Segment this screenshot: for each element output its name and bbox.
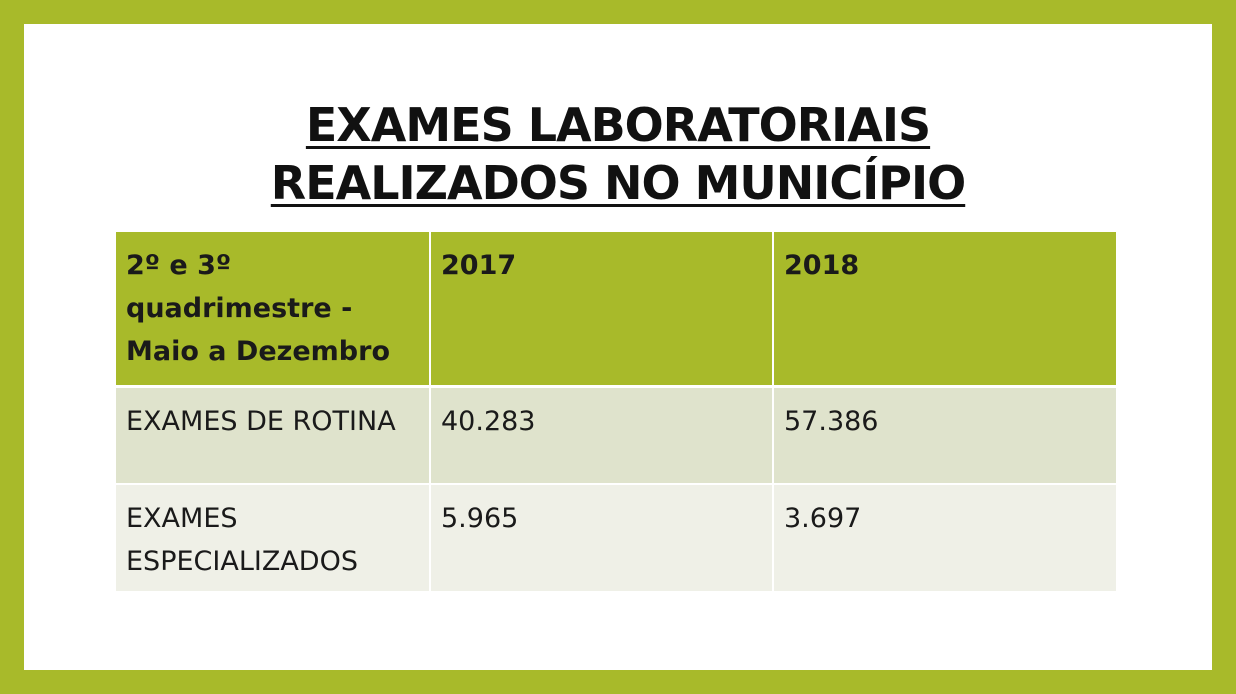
table-row: EXAMES ESPECIALIZADOS 5.965 3.697 [116,484,1116,593]
slide: EXAMES LABORATORIAIS REALIZADOS NO MUNIC… [24,24,1212,670]
title-line-2: REALIZADOS NO MUNICÍPIO [270,156,966,210]
slide-title: EXAMES LABORATORIAIS REALIZADOS NO MUNIC… [24,96,1212,212]
header-year-2018: 2018 [773,232,1116,388]
header-period: 2º e 3º quadrimestre - Maio a Dezembro [116,232,431,388]
table-row: EXAMES DE ROTINA 40.283 57.386 [116,386,1116,485]
header-year-2017: 2017 [430,232,774,388]
title-line-1: EXAMES LABORATORIAIS [305,98,931,152]
cell-2018: 57.386 [773,386,1116,485]
table-header-row: 2º e 3º quadrimestre - Maio a Dezembro 2… [116,232,1116,388]
row-label: EXAMES DE ROTINA [116,386,431,485]
row-label: EXAMES ESPECIALIZADOS [116,484,431,593]
exams-table: 2º e 3º quadrimestre - Maio a Dezembro 2… [116,232,1116,593]
cell-2017: 5.965 [430,484,774,593]
cell-2017: 40.283 [430,386,774,485]
cell-2018: 3.697 [773,484,1116,593]
